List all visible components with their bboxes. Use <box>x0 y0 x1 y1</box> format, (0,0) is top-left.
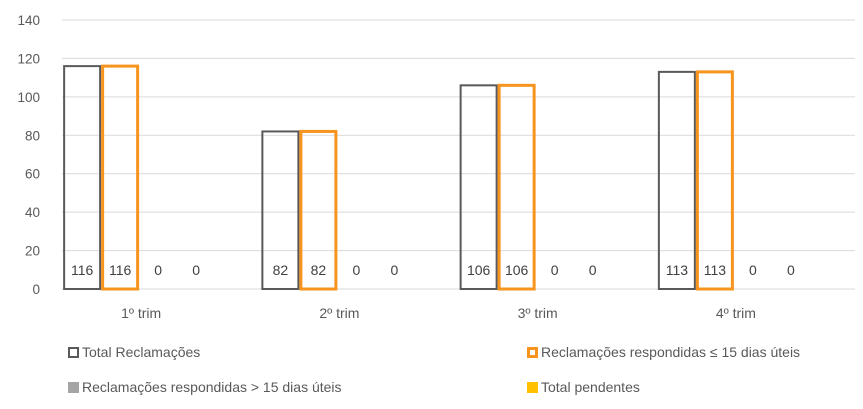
x-axis-categories: 1º trim 2º trim 3º trim 4º trim <box>121 305 756 321</box>
data-label: 0 <box>749 262 757 278</box>
data-label: 113 <box>666 262 689 278</box>
legend-label: Reclamações respondidas ≤ 15 dias úteis <box>541 344 800 360</box>
y-tick-label: 20 <box>25 244 40 259</box>
data-label: 106 <box>467 262 491 278</box>
bar-reclamações-respondidas-≤-15-dias-úteis-3 <box>695 70 734 291</box>
bar-reclamações-respondidas-≤-15-dias-úteis-0 <box>101 64 140 291</box>
legend: Total Reclamações Reclamações respondidas… <box>68 344 800 395</box>
data-label: 0 <box>551 262 559 278</box>
data-label: 0 <box>192 262 200 278</box>
legend-swatch <box>527 347 538 358</box>
data-label: 116 <box>109 262 132 278</box>
data-label: 0 <box>352 262 360 278</box>
y-tick-label: 100 <box>17 90 40 105</box>
bars <box>63 64 734 291</box>
y-tick-label: 120 <box>17 51 40 66</box>
bar-total-reclamações-2 <box>459 84 498 291</box>
y-tick-label: 140 <box>17 13 40 28</box>
x-category-label: 1º trim <box>121 305 161 321</box>
bar-reclamações-respondidas-≤-15-dias-úteis-1 <box>299 129 338 291</box>
legend-swatch <box>68 347 79 358</box>
data-label: 82 <box>273 262 289 278</box>
data-label: 113 <box>704 262 727 278</box>
bar-total-reclamações-3 <box>657 70 696 290</box>
data-label: 0 <box>154 262 162 278</box>
data-label: 0 <box>589 262 597 278</box>
bar-total-reclamações-1 <box>261 130 300 290</box>
data-label: 82 <box>311 262 327 278</box>
legend-label: Total Reclamações <box>82 344 200 360</box>
bar-reclamações-respondidas-≤-15-dias-úteis-2 <box>497 83 536 291</box>
y-tick-label: 60 <box>25 167 40 182</box>
data-label: 116 <box>71 262 94 278</box>
data-label: 106 <box>505 262 529 278</box>
legend-label: Reclamações respondidas > 15 dias úteis <box>82 379 342 395</box>
data-labels: 116 116 0 0 82 82 0 0 106 106 0 0 113 113 0 0 <box>71 262 795 278</box>
data-label: 0 <box>787 262 795 278</box>
y-tick-label: 40 <box>25 205 40 220</box>
y-tick-label: 0 <box>32 282 40 297</box>
gridlines <box>62 19 855 290</box>
x-category-label: 4º trim <box>716 305 756 321</box>
legend-swatch <box>68 382 79 393</box>
x-category-label: 2º trim <box>319 305 359 321</box>
y-axis-ticks: 0 20 40 60 80 100 120 140 <box>17 13 40 297</box>
legend-label: Total pendentes <box>541 379 640 395</box>
legend-swatch <box>527 382 538 393</box>
data-label: 0 <box>390 262 398 278</box>
y-tick-label: 80 <box>25 128 40 143</box>
x-category-label: 3º trim <box>518 305 558 321</box>
bar-total-reclamações-0 <box>63 65 102 290</box>
